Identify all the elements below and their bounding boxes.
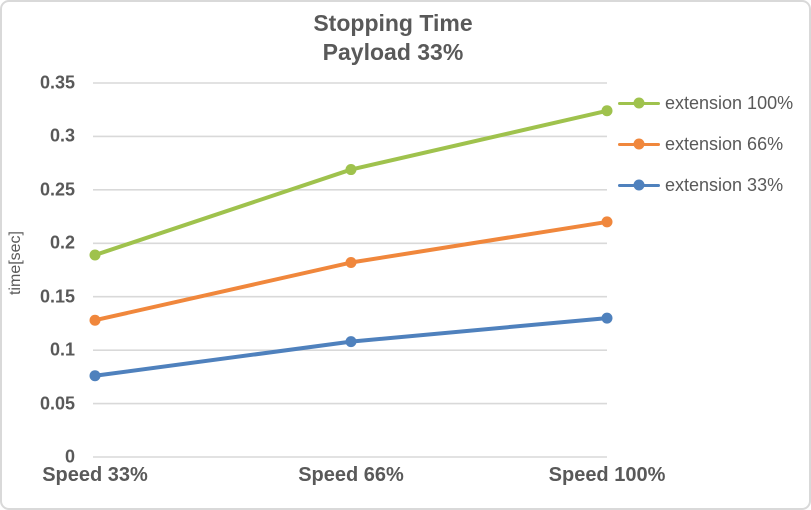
chart-title: Stopping Time: [313, 10, 473, 36]
data-point-marker: [601, 216, 613, 228]
chart-subtitle: Payload 33%: [322, 39, 464, 65]
data-point-marker: [345, 257, 357, 269]
y-tick-label: 0: [64, 446, 75, 467]
y-tick-label: 0.35: [39, 72, 75, 93]
legend-line-marker-swatch: [618, 97, 660, 110]
data-point-marker: [89, 314, 101, 326]
data-point-marker: [89, 370, 101, 382]
data-point-marker: [345, 164, 357, 176]
x-category-label: Speed 100%: [548, 464, 666, 486]
legend-item: extension 33%: [618, 170, 793, 200]
series-line: [93, 219, 609, 323]
legend-line-marker-swatch: [618, 179, 660, 192]
chart-title-block: Stopping Time Payload 33%: [2, 9, 784, 67]
legend-label: extension 33%: [665, 174, 784, 195]
legend-item: extension 66%: [618, 129, 793, 159]
data-point-marker: [345, 336, 357, 348]
legend: extension 100% extension 66% extension 33%: [618, 88, 793, 200]
y-tick-label: 0.05: [39, 393, 75, 414]
y-tick-label: 0.2: [49, 232, 75, 253]
x-category-label: Speed 33%: [42, 464, 148, 486]
y-tick-label: 0.15: [39, 286, 75, 307]
data-point-marker: [601, 312, 613, 324]
x-category-label: Speed 66%: [298, 464, 404, 486]
legend-label: extension 66%: [665, 133, 784, 154]
legend-line-marker-swatch: [618, 138, 660, 151]
y-tick-label: 0.3: [49, 125, 75, 146]
y-tick-label: 0.1: [49, 339, 75, 360]
data-point-marker: [601, 105, 613, 117]
legend-label: extension 100%: [665, 92, 794, 113]
data-point-marker: [89, 249, 101, 261]
y-tick-label: 0.25: [39, 179, 75, 200]
legend-item: extension 100%: [618, 88, 793, 118]
